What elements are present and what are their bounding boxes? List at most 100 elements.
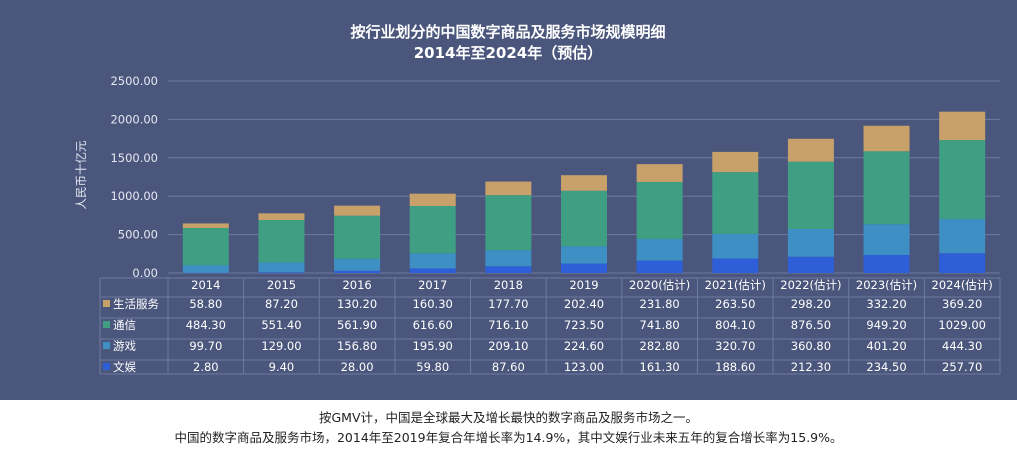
table-cell: 1029.00	[938, 318, 986, 332]
bar-segment	[334, 270, 381, 273]
x-tick-label: 2023(估计)	[856, 278, 917, 292]
bar-segment	[182, 265, 229, 273]
y-tick-label: 0.00	[132, 266, 158, 280]
table-cell: 282.80	[640, 339, 680, 353]
bar-segment	[863, 125, 910, 152]
table-cell: 263.50	[715, 297, 755, 311]
bar-segment	[409, 268, 456, 273]
bar-segment	[863, 224, 910, 255]
table-cell: 160.30	[413, 297, 453, 311]
table-cell: 188.60	[715, 360, 755, 374]
y-tick-label: 2000.00	[110, 112, 158, 126]
bar-segment	[712, 258, 759, 273]
bar-segment	[334, 258, 381, 271]
table-cell: 59.80	[416, 360, 449, 374]
table-cell: 231.80	[640, 297, 680, 311]
bar-segment	[712, 172, 759, 234]
table-cell: 401.20	[866, 339, 906, 353]
table-cell: 87.60	[492, 360, 525, 374]
table-cell: 716.10	[488, 318, 528, 332]
bar-segment	[787, 161, 834, 229]
legend-label: 文娱	[113, 360, 136, 374]
bar-segment	[258, 272, 305, 273]
bar-segment	[409, 206, 456, 254]
bar-segment	[485, 266, 532, 273]
table-cell: 9.40	[269, 360, 295, 374]
bar-segment	[485, 250, 532, 267]
bars	[182, 111, 986, 274]
bar-segment	[409, 253, 456, 269]
table-cell: 195.90	[413, 339, 453, 353]
bar-segment	[258, 262, 305, 273]
table-cell: 741.80	[640, 318, 680, 332]
x-tick-label: 2021(估计)	[705, 278, 766, 292]
table-cell: 156.80	[337, 339, 377, 353]
bar-segment	[787, 228, 834, 257]
caption-line-2: 中国的数字商品及服务市场，2014年至2019年复合年增长率为14.9%，其中文…	[174, 430, 843, 445]
bar-segment	[334, 205, 381, 216]
x-tick-label: 2020(估计)	[629, 278, 690, 292]
caption-line-1: 按GMV计，中国是全球最大及增长最快的数字商品及服务市场之一。	[318, 410, 699, 425]
bar-segment	[636, 164, 683, 182]
bar-segment	[712, 151, 759, 173]
table-cell: 129.00	[261, 339, 301, 353]
caption: 按GMV计，中国是全球最大及增长最快的数字商品及服务市场之一。 中国的数字商品及…	[0, 408, 1017, 448]
table-cell: 551.40	[261, 318, 301, 332]
legend-swatch	[103, 363, 110, 370]
table-cell: 234.50	[866, 360, 906, 374]
x-tick-label: 2016	[342, 278, 371, 292]
table-cell: 561.90	[337, 318, 377, 332]
y-axis-ticks: 0.00 500.00 1000.00 1500.00 2000.00 2500.00	[110, 74, 158, 280]
x-tick-label: 2022(估计)	[780, 278, 841, 292]
table-cell: 58.80	[189, 297, 222, 311]
table-cell: 87.20	[265, 297, 298, 311]
bar-segment	[939, 111, 986, 141]
chart-panel: 按行业划分的中国数字商品及服务市场规模明细 2014年至2024年（预估） 人民…	[0, 0, 1017, 400]
legend-swatch	[103, 300, 110, 307]
y-tick-label: 1500.00	[110, 151, 158, 165]
x-tick-label: 2019	[569, 278, 598, 292]
x-tick-label: 2024(估计)	[932, 278, 993, 292]
bar-segment	[863, 254, 910, 273]
bar-segment	[409, 193, 456, 207]
bar-segment	[939, 253, 986, 273]
bar-segment	[636, 238, 683, 261]
bar-segment	[182, 227, 229, 266]
table-cell: 332.20	[866, 297, 906, 311]
legend-label: 游戏	[113, 339, 136, 353]
table-cell: 320.70	[715, 339, 755, 353]
bar-segment	[485, 195, 532, 251]
x-tick-label: 2014	[191, 278, 220, 292]
bar-segment	[561, 263, 607, 273]
x-tick-label: 2018	[494, 278, 523, 292]
table-cell: 209.10	[488, 339, 528, 353]
table-cell: 444.30	[942, 339, 982, 353]
x-tick-label: 2015	[267, 278, 296, 292]
table-cell: 804.10	[715, 318, 755, 332]
bar-segment	[939, 219, 986, 254]
bar-segment	[787, 256, 834, 273]
chart-subtitle: 2014年至2024年（预估）	[414, 44, 603, 62]
bar-segment	[485, 181, 532, 196]
data-table: 2014 2015 2016 2017 2018 2019 2020(估计) 2021(估计)…	[99, 277, 1001, 375]
table-cell: 28.00	[341, 360, 374, 374]
table-cell: 360.80	[791, 339, 831, 353]
bar-segment	[561, 190, 607, 247]
table-cell: 257.70	[942, 360, 982, 374]
y-tick-label: 2500.00	[110, 74, 158, 88]
y-axis-label: 人民币十亿元	[74, 140, 88, 209]
bar-segment	[182, 223, 229, 228]
legend-label: 通信	[113, 318, 136, 332]
table-cell: 484.30	[186, 318, 226, 332]
bar-segment	[561, 175, 607, 191]
table-cell: 130.20	[337, 297, 377, 311]
bar-segment	[561, 246, 607, 264]
chart-title: 按行业划分的中国数字商品及服务市场规模明细	[350, 23, 665, 41]
y-tick-label: 500.00	[118, 228, 158, 242]
bar-segment	[712, 233, 759, 259]
x-tick-label: 2017	[418, 278, 447, 292]
table-cell: 616.60	[413, 318, 453, 332]
legend-swatch	[103, 321, 110, 328]
bar-segment	[258, 213, 305, 221]
table-cell: 2.80	[193, 360, 219, 374]
